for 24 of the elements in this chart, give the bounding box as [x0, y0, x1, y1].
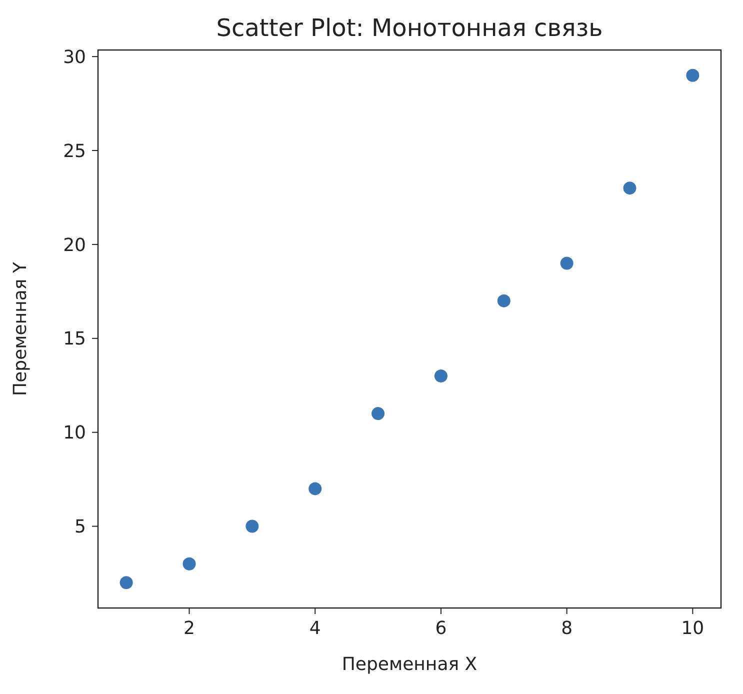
point	[246, 520, 259, 533]
chart-title: Scatter Plot: Монотонная связь	[216, 14, 603, 42]
y-tick-label: 5	[74, 516, 86, 538]
y-tick-label: 25	[63, 140, 86, 162]
point	[308, 482, 322, 496]
y-axis-title: Переменная Y	[10, 261, 31, 396]
point	[372, 407, 385, 420]
x-tick-label: 8	[561, 618, 573, 639]
point	[497, 294, 510, 308]
x-tick-label: 10	[681, 618, 704, 639]
y-tick-label: 20	[63, 234, 86, 256]
x-tick-label: 4	[309, 618, 321, 639]
point	[120, 576, 133, 590]
y-tick-label: 15	[63, 328, 86, 350]
y-tick-label: 30	[63, 46, 86, 68]
point	[182, 557, 196, 570]
x-axis-title: Переменная X	[342, 654, 478, 675]
point	[434, 369, 448, 382]
point	[623, 182, 636, 195]
y-tick-label: 10	[63, 422, 86, 444]
point	[560, 256, 574, 270]
x-tick-label: 6	[435, 618, 447, 639]
x-tick-label: 2	[184, 618, 195, 639]
point	[686, 68, 700, 82]
